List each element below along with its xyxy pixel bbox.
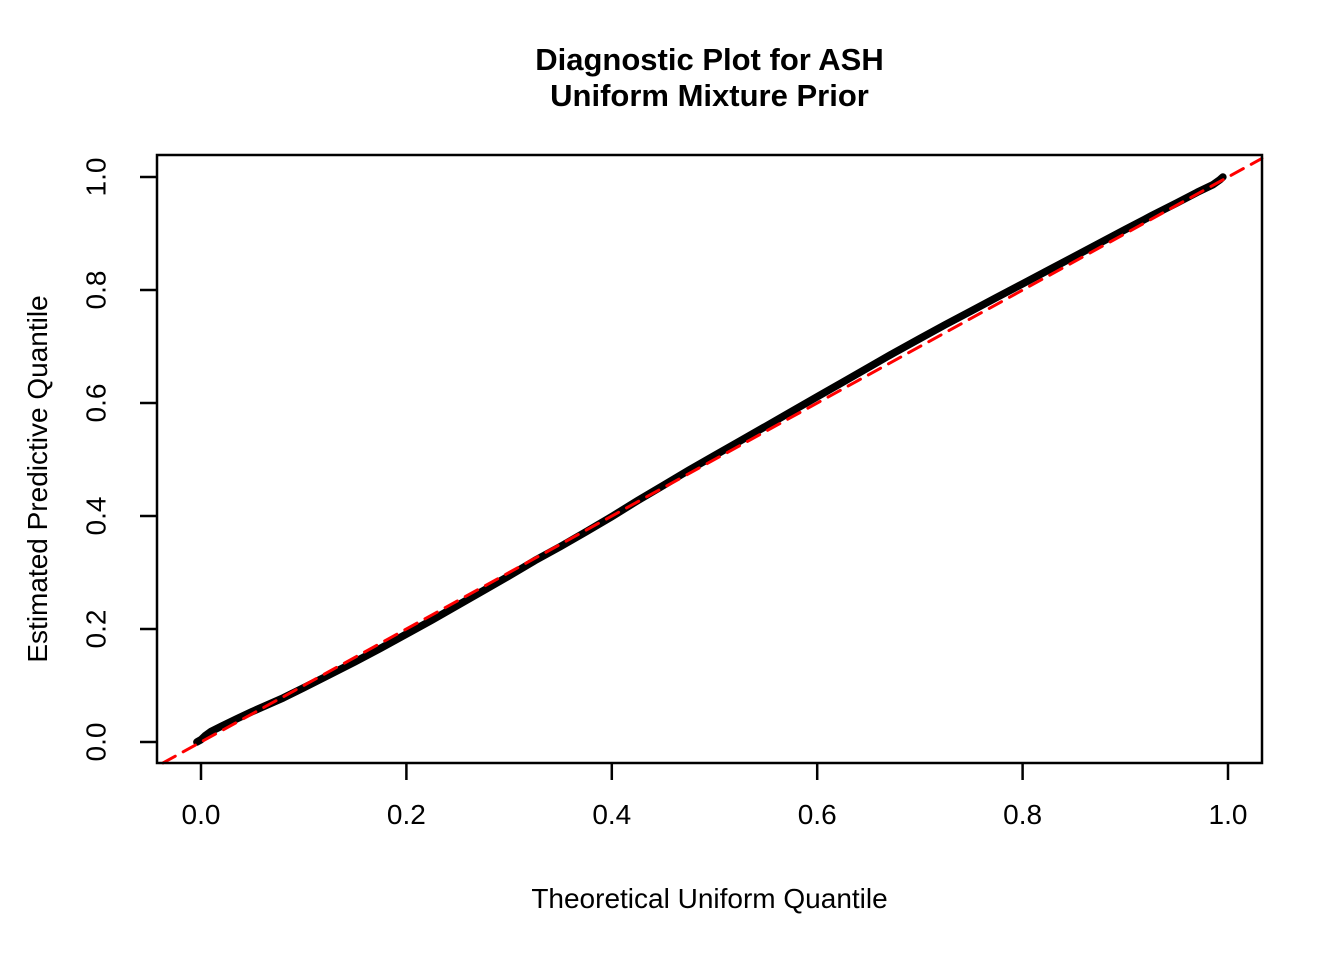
y-tick-label: 0.0 <box>80 723 111 762</box>
x-tick-label: 0.2 <box>387 799 426 830</box>
y-tick-label: 0.4 <box>80 497 111 536</box>
x-tick-label: 0.0 <box>182 799 221 830</box>
plot-box <box>155 153 1264 765</box>
y-tick-label: 1.0 <box>80 158 111 197</box>
chart-title: Diagnostic Plot for ASH Uniform Mixture … <box>157 42 1262 114</box>
x-tick-label: 0.8 <box>1003 799 1042 830</box>
x-tick-label: 0.6 <box>798 799 837 830</box>
x-tick-label: 1.0 <box>1209 799 1248 830</box>
x-tick-label: 0.4 <box>592 799 631 830</box>
y-axis-title: Estimated Predictive Quantile <box>22 295 53 663</box>
y-tick-label: 0.8 <box>80 271 111 310</box>
chart-title-line1: Diagnostic Plot for ASH <box>535 42 884 77</box>
chart-title-line2: Uniform Mixture Prior <box>550 78 869 113</box>
estimated-predictive-quantile-curve <box>193 173 1227 746</box>
reference-diagonal <box>161 156 1264 765</box>
x-axis-title: Theoretical Uniform Quantile <box>531 883 888 914</box>
y-tick-label: 0.2 <box>80 610 111 649</box>
y-tick-label: 0.6 <box>80 384 111 423</box>
